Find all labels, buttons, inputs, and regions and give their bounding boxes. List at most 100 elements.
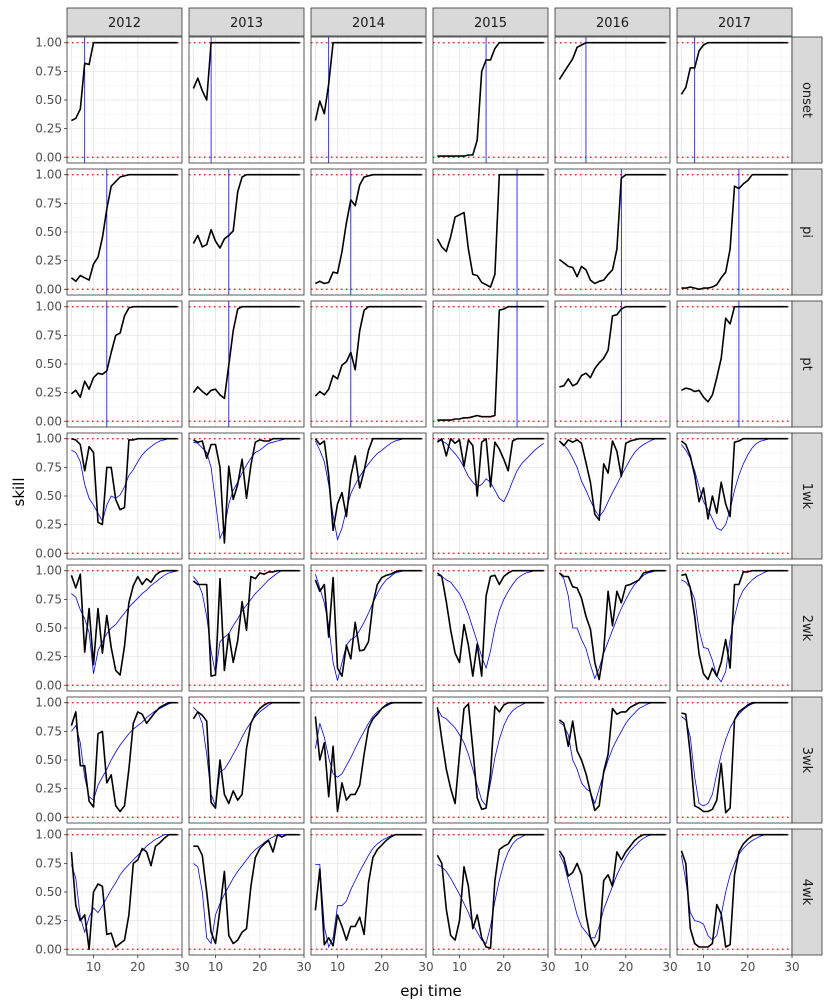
x-tick-label: 20 (130, 960, 145, 974)
x-tick-label: 20 (252, 960, 267, 974)
skill-series-line (192, 701, 300, 809)
row-strip-bg (791, 36, 823, 164)
panel-border (310, 828, 427, 956)
y-tick-label: 0.00 (35, 546, 62, 560)
skill-series-line (193, 437, 300, 544)
skill-series-line (192, 305, 300, 400)
skill-series-line (314, 569, 422, 677)
column-strip-label: 2017 (718, 16, 751, 31)
panel-3wk-2015 (432, 696, 549, 824)
row-strip-label: 1wk (799, 483, 814, 510)
y-tick-label: 1.00 (35, 564, 62, 578)
row-strip-2wk: 2wk (791, 564, 823, 692)
panel-border (310, 432, 427, 560)
y-tick-label: 0.75 (35, 64, 62, 78)
panel-border (554, 36, 671, 164)
y-tick-label: 0.75 (35, 328, 62, 342)
y-tick-label: 0.25 (35, 782, 62, 796)
panel-border (188, 168, 305, 296)
x-tick-label: 30 (296, 960, 311, 974)
y-tick-label: 0.00 (35, 414, 62, 428)
panel-border (432, 828, 549, 956)
skill-series-line (680, 437, 788, 520)
column-strip-label: 2015 (474, 16, 507, 31)
skill-series-line (70, 833, 178, 951)
row-strip-label: onset (799, 82, 814, 118)
skill-series-line (559, 305, 666, 388)
strips-layer: 2012 2013 2014 2015 2016 2017 onset pi pt 1wk 2wk 3… (66, 7, 823, 956)
panel-border (554, 564, 671, 692)
y-tick-label: 0.25 (35, 254, 62, 268)
y-tick-label: 0.50 (35, 357, 62, 371)
column-strip-2012: 2012 (66, 7, 183, 37)
skill-series-line (436, 701, 544, 811)
skill-series-line (680, 833, 788, 948)
panel-border (310, 696, 427, 824)
panel-onset-2017 (676, 36, 793, 164)
y-tick-label: 0.75 (35, 856, 62, 870)
x-tick-label: 30 (662, 960, 677, 974)
y-tick-label: 0.00 (35, 942, 62, 956)
panel-onset-2015 (432, 36, 549, 164)
skill-series-line (680, 41, 788, 95)
skill-series-line (681, 173, 788, 291)
y-tick-label: 0.00 (35, 810, 62, 824)
panel-border (432, 168, 549, 296)
x-axis-title: epi time (400, 982, 462, 1000)
column-strip-2016: 2016 (554, 7, 671, 37)
y-tick-label: 0.75 (35, 592, 62, 606)
baseline-series-line (71, 438, 178, 523)
row-strip-bg (791, 432, 823, 560)
skill-series-line (437, 41, 544, 157)
panel-border (554, 432, 671, 560)
panel-onset-2014 (310, 36, 427, 164)
skill-series-line (70, 305, 178, 399)
skill-series-line (193, 833, 300, 945)
skill-series-line (192, 173, 300, 249)
row-strip-label: 4wk (799, 879, 814, 906)
panel-onset-2012 (66, 36, 183, 164)
y-tick-label: 0.25 (35, 518, 62, 532)
panel-border (188, 828, 305, 956)
panel-border (188, 36, 305, 164)
x-tick-label: 10 (208, 960, 223, 974)
y-tick-label: 0.50 (35, 93, 62, 107)
row-strip-onset: onset (791, 36, 823, 164)
x-tick-label: 10 (330, 960, 345, 974)
column-strip-bg (188, 7, 305, 37)
x-tick-label: 10 (696, 960, 711, 974)
panel-3wk-2014 (310, 696, 427, 824)
row-strip-bg (791, 300, 823, 428)
y-tick-label: 0.00 (35, 150, 62, 164)
panel-pt-2016 (554, 300, 671, 428)
skill-series-line (315, 173, 422, 285)
skill-series-line (314, 41, 422, 121)
panel-2wk-2017 (676, 564, 793, 692)
skill-series-line (71, 41, 178, 122)
column-strip-2013: 2013 (188, 7, 305, 37)
panel-pi-2014 (310, 168, 427, 296)
baseline-series-line (559, 438, 666, 518)
skill-series-line (558, 833, 666, 948)
y-tick-label: 0.25 (35, 122, 62, 136)
y-tick-label: 1.00 (35, 696, 62, 710)
skill-series-line (70, 569, 178, 676)
panel-1wk-2013 (188, 432, 305, 560)
row-strip-1wk: 1wk (791, 432, 823, 560)
skill-series-line (437, 305, 544, 421)
panel-border (188, 696, 305, 824)
baseline-series-line (193, 834, 300, 945)
column-strip-bg (432, 7, 549, 37)
x-tick-label: 30 (784, 960, 799, 974)
panel-border (188, 564, 305, 692)
panel-pi-2013 (188, 168, 305, 296)
y-tick-label: 1.00 (35, 300, 62, 314)
panel-4wk-2016 (554, 828, 671, 956)
panel-2wk-2013 (188, 564, 305, 692)
panel-border (554, 696, 671, 824)
baseline-series-line (71, 834, 178, 934)
skill-series-line (314, 437, 422, 532)
panel-1wk-2015 (432, 432, 549, 560)
y-tick-label: 1.00 (35, 432, 62, 446)
